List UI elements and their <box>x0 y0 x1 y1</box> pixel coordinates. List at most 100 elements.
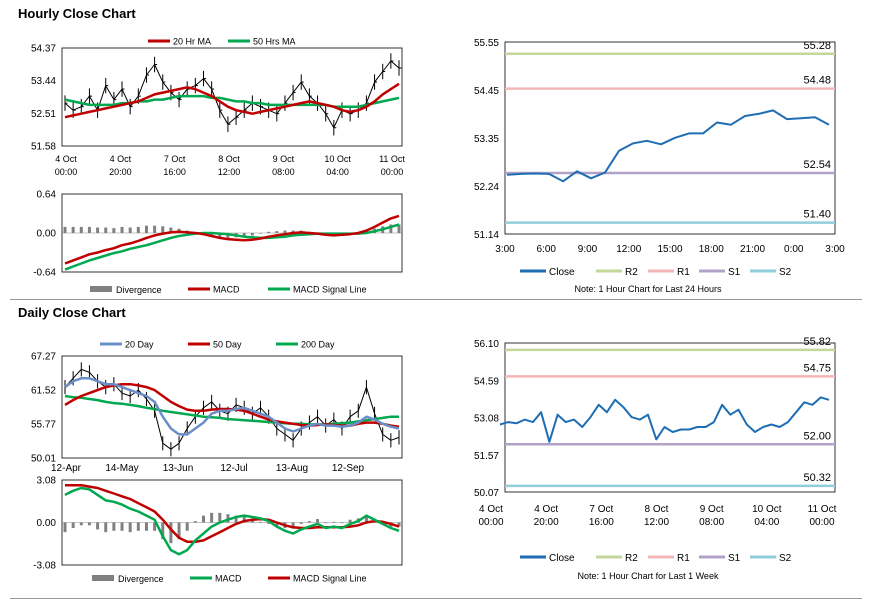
x-tick-label: 12:00 <box>218 167 241 177</box>
x-tick-label: 12-Apr <box>51 463 82 474</box>
x-tick-label: 4 Oct <box>55 154 77 164</box>
y-tick-label: 51.57 <box>474 451 499 462</box>
level-label-r1: 54.75 <box>803 362 831 374</box>
y-tick-label: 67.27 <box>31 352 56 363</box>
y-tick-label: 3.08 <box>37 476 57 487</box>
x-tick-label: 10 Oct <box>324 154 351 164</box>
level-label-s1: 52.00 <box>803 430 831 442</box>
x-tick-label: 12-Sep <box>332 463 365 474</box>
y-tick-label: 53.44 <box>31 76 56 87</box>
y-tick-label: 51.58 <box>31 142 56 153</box>
chart-note: Note: 1 Hour Chart for Last 24 Hours <box>574 284 722 294</box>
level-label-s2: 51.40 <box>803 209 831 221</box>
x-tick-label: 08:00 <box>272 167 295 177</box>
daily-price-plot-frame <box>61 355 403 459</box>
hourly-section-title: Hourly Close Chart <box>18 6 136 21</box>
legend-s1-label: S1 <box>728 267 741 278</box>
x-tick-label: 12:00 <box>616 244 641 255</box>
x-tick-label: 14-May <box>105 463 138 474</box>
x-tick-label: 10 Oct <box>752 504 782 515</box>
chart-note: Note: 1 Hour Chart for Last 1 Week <box>578 571 719 581</box>
20-day-line <box>64 377 400 436</box>
x-tick-label: 12:00 <box>644 517 669 528</box>
x-tick-label: 3:00 <box>825 244 845 255</box>
legend-20-hr-ma-label: 20 Hr MA <box>173 37 211 47</box>
x-tick-label: 13-Jun <box>163 463 194 474</box>
x-tick-label: 12-Jul <box>220 463 247 474</box>
legend-50-hrs-ma-label: 50 Hrs MA <box>253 37 296 47</box>
y-tick-label: 50.07 <box>474 488 499 499</box>
daily-section-title: Daily Close Chart <box>18 305 126 320</box>
y-tick-label: 51.14 <box>474 230 499 241</box>
x-tick-label: 21:00 <box>740 244 765 255</box>
hourly-price-plot-frame <box>61 47 403 147</box>
y-tick-label: 54.59 <box>474 376 499 387</box>
x-tick-label: 20:00 <box>534 517 559 528</box>
legend-divergence-label: Divergence <box>118 574 164 584</box>
y-tick-label: 52.24 <box>474 182 499 193</box>
y-tick-label: 0.64 <box>37 190 57 201</box>
legend-macd-label: MACD <box>213 285 240 295</box>
bottom-divider <box>10 598 862 599</box>
x-tick-label: 04:00 <box>754 517 779 528</box>
y-tick-label: 54.45 <box>474 86 499 97</box>
y-tick-label: 54.37 <box>31 44 56 55</box>
x-tick-label: 4 Oct <box>479 504 503 515</box>
legend-divergence-label: Divergence <box>116 285 162 295</box>
x-tick-label: 04:00 <box>326 167 349 177</box>
20-hr-ma-line <box>64 82 400 119</box>
macd-line <box>64 214 400 265</box>
x-tick-label: 00:00 <box>381 167 404 177</box>
x-tick-label: 0:00 <box>784 244 804 255</box>
legend-signal-label: MACD Signal Line <box>293 574 367 584</box>
y-tick-label: 61.52 <box>31 385 56 396</box>
level-label-r2: 55.82 <box>803 336 831 348</box>
y-tick-label: -3.08 <box>33 561 56 572</box>
y-tick-label: 0.00 <box>37 518 57 529</box>
x-tick-label: 7 Oct <box>164 154 186 164</box>
x-tick-label: 6:00 <box>537 244 557 255</box>
x-tick-label: 9 Oct <box>273 154 295 164</box>
legend-s2-label: S2 <box>779 553 792 564</box>
levels-plot-frame <box>504 41 836 235</box>
x-tick-label: 4 Oct <box>534 504 558 515</box>
level-label-s1: 52.54 <box>803 159 831 171</box>
x-tick-label: 11 Oct <box>379 154 405 164</box>
x-tick-label: 16:00 <box>163 167 186 177</box>
levels-plot-frame <box>504 342 836 493</box>
y-tick-label: 0.00 <box>37 229 57 240</box>
x-tick-label: 15:00 <box>657 244 682 255</box>
legend-close-label: Close <box>549 267 575 278</box>
x-tick-label: 7 Oct <box>589 504 613 515</box>
legend-r2-label: R2 <box>625 267 638 278</box>
50-hr-ma-line <box>64 94 400 108</box>
y-tick-label: 55.55 <box>474 38 499 49</box>
y-tick-label: -0.64 <box>33 268 56 279</box>
x-tick-label: 8 Oct <box>645 504 669 515</box>
level-label-s2: 50.32 <box>803 472 831 484</box>
legend-r1-label: R1 <box>677 553 690 564</box>
x-tick-label: 18:00 <box>699 244 724 255</box>
x-tick-label: 13-Aug <box>276 463 308 474</box>
x-tick-label: 4 Oct <box>110 154 132 164</box>
x-tick-label: 08:00 <box>699 517 724 528</box>
x-tick-label: 20:00 <box>109 167 132 177</box>
y-tick-label: 53.35 <box>474 134 499 145</box>
legend-divergence-swatch <box>92 575 114 581</box>
level-label-r1: 54.48 <box>803 75 831 87</box>
legend-r1-label: R1 <box>677 267 690 278</box>
x-tick-label: 16:00 <box>589 517 614 528</box>
x-tick-label: 00:00 <box>55 167 78 177</box>
x-tick-label: 8 Oct <box>218 154 240 164</box>
legend-20-day-label: 20 Day <box>125 340 154 350</box>
y-tick-label: 56.10 <box>474 339 499 350</box>
close-line <box>506 109 830 183</box>
y-tick-label: 53.08 <box>474 414 499 425</box>
section-divider <box>10 299 862 300</box>
